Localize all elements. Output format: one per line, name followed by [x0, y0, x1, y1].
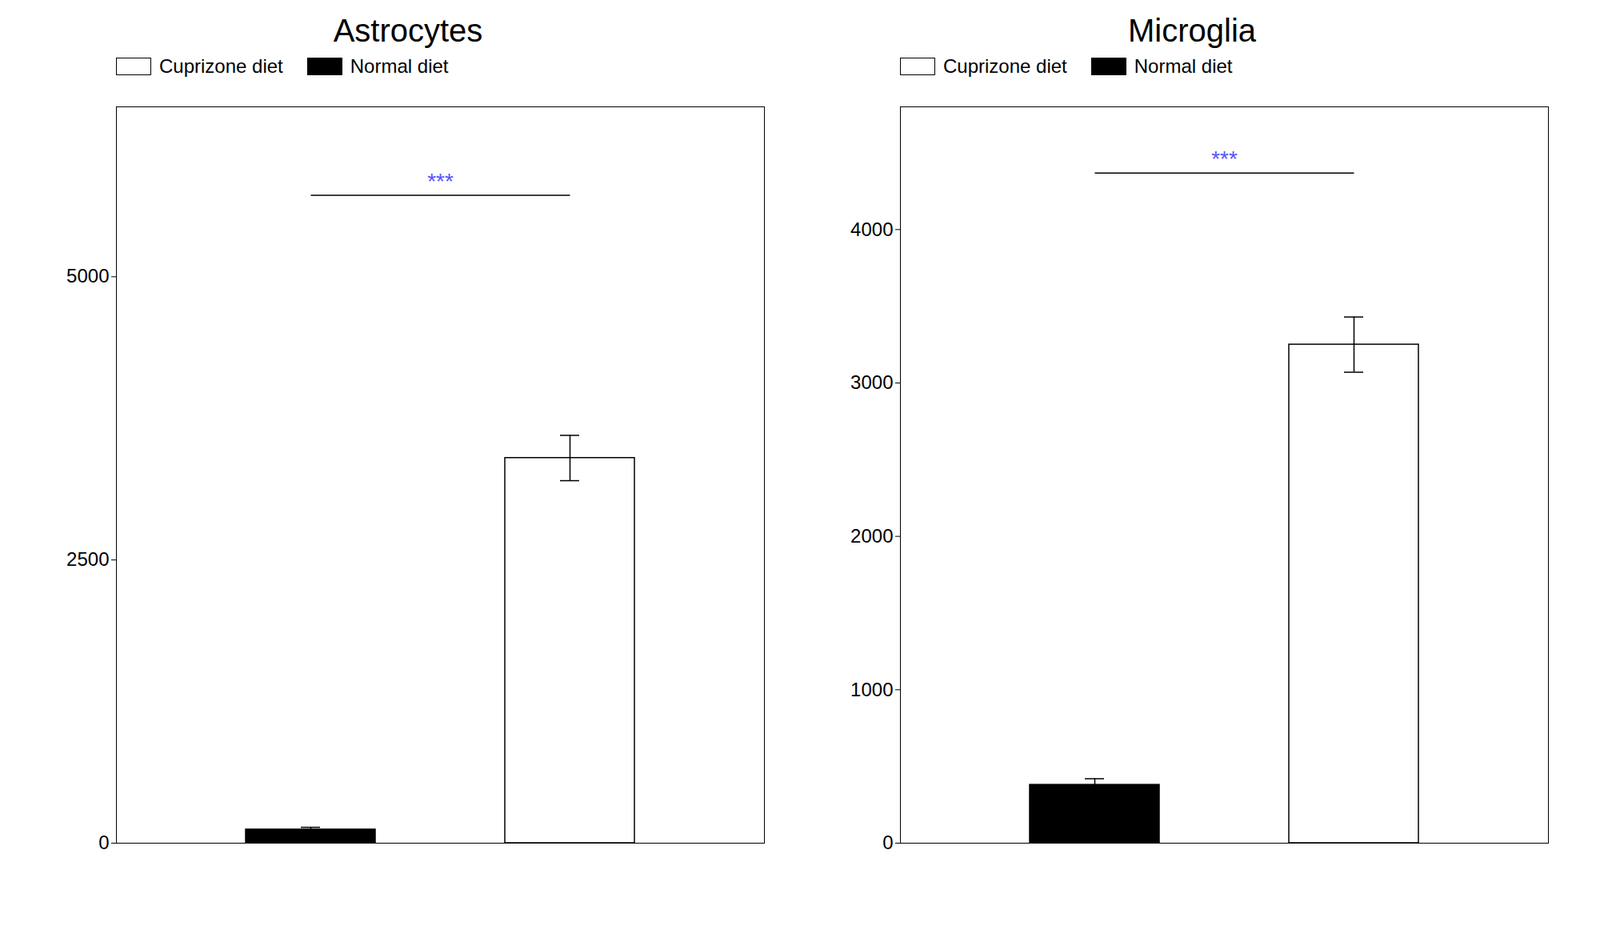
html-text:Cuprizone diet: Cuprizone diet — [159, 55, 284, 77]
html-text:Cuprizone diet: Cuprizone diet — [943, 55, 1068, 77]
svg-text:0: 0 — [882, 831, 893, 853]
svg-text:4000: 4000 — [850, 218, 893, 240]
html-text:Normal diet: Normal diet — [350, 55, 449, 77]
svg-text:0: 0 — [98, 831, 109, 853]
svg-text:3000: 3000 — [850, 371, 893, 393]
html-text:Astrocytes: Astrocytes — [333, 12, 483, 48]
html-text:Microglia: Microglia — [1128, 12, 1256, 48]
svg-text:5000: 5000 — [66, 264, 109, 287]
html-text:Normal diet: Normal diet — [1134, 55, 1233, 77]
svg-text:***: *** — [1211, 146, 1238, 172]
svg-text:1000: 1000 — [850, 678, 893, 700]
svg-text:2000: 2000 — [850, 524, 893, 547]
svg-text:***: *** — [427, 168, 454, 194]
svg-text:2500: 2500 — [66, 548, 109, 570]
